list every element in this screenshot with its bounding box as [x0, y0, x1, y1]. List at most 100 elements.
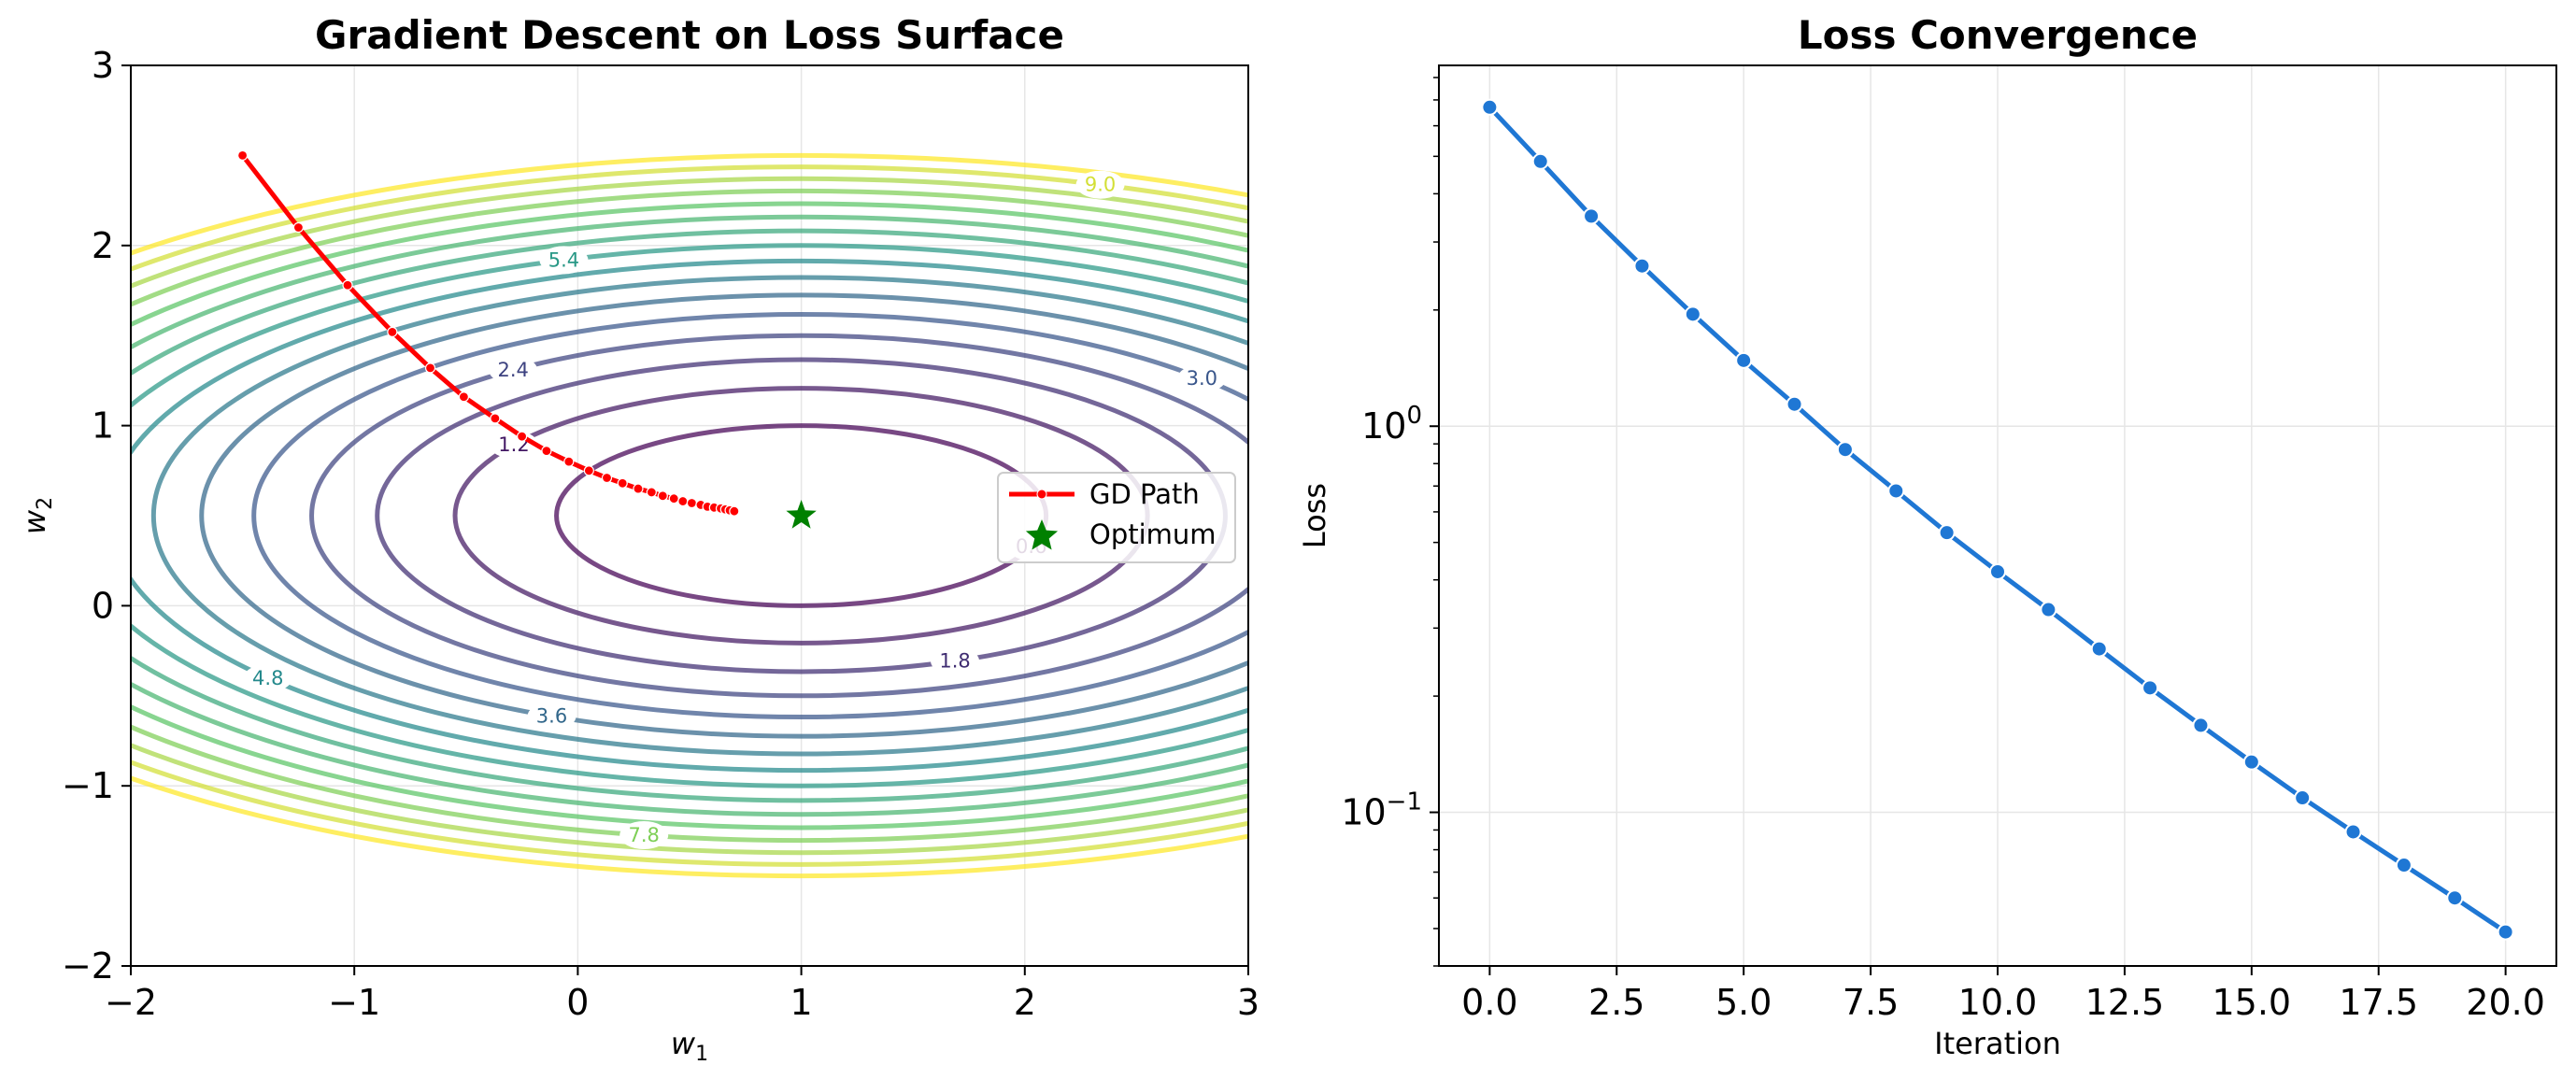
loss-point	[1989, 562, 2006, 580]
contour-x-tick-label: 2	[1014, 982, 1036, 1023]
loss-series	[1481, 98, 2514, 941]
contour-series	[237, 149, 817, 529]
gd-path-point	[490, 413, 501, 424]
contour-level-label: 3.6	[536, 705, 567, 728]
contour-line	[131, 176, 1248, 856]
contour-chart: Gradient Descent on Loss Surface 0.61.21…	[0, 12, 1517, 1066]
contour-line	[251, 312, 1248, 719]
contour-level-label: 2.4	[497, 359, 528, 381]
legend-optimum-marker	[1025, 519, 1059, 550]
contour-level-label: 9.0	[1085, 174, 1116, 196]
contour-label-gap	[527, 702, 576, 731]
contour-title: Gradient Descent on Loss Surface	[315, 12, 1064, 58]
contour-line	[309, 333, 1248, 699]
optimum-marker	[786, 500, 817, 529]
loss-point	[2446, 889, 2464, 907]
gd-path-point	[563, 456, 575, 467]
loss-point	[2242, 753, 2260, 771]
contour-level-label: 5.4	[548, 248, 579, 271]
contour-level-label: 7.2	[0, 415, 5, 437]
loss-point	[1735, 351, 1753, 369]
gd-path-point	[342, 279, 353, 291]
contour-y-axis-label: w2	[17, 497, 57, 534]
gd-path-point	[617, 477, 628, 489]
legend-optimum-label: Optimum	[1089, 518, 1217, 550]
gd-path-point	[583, 465, 594, 476]
contour-line	[131, 201, 1248, 831]
legend-gd-path-marker	[1036, 489, 1047, 500]
loss-x-axis-label: Iteration	[1934, 1026, 2061, 1061]
loss-point	[2395, 857, 2412, 874]
contour-line	[151, 275, 1248, 757]
contour-line	[131, 228, 1248, 803]
contour-y-tick-label: 2	[92, 225, 114, 266]
loss-point	[1481, 98, 1499, 116]
loss-point	[2040, 601, 2057, 618]
gd-path-point	[292, 221, 304, 234]
gd-path-point	[424, 362, 436, 374]
contour-label-gap	[1416, 662, 1464, 690]
contour-level-label: 8.4	[80, 290, 111, 312]
loss-point	[2344, 823, 2362, 841]
contour-y-tick-label: 0	[92, 585, 114, 626]
contour-level-label: 3.0	[1187, 367, 1217, 390]
loss-point	[1531, 152, 1549, 170]
contour-x-tick-label: −1	[328, 982, 380, 1023]
loss-x-tick-label: 0.0	[1461, 982, 1517, 1023]
loss-x-tick-label: 15.0	[2213, 982, 2292, 1023]
contour-label-gap	[243, 663, 292, 692]
contour-label-gap	[1075, 170, 1125, 199]
contour-y-tick-label: −2	[62, 945, 114, 987]
contour-label-gap	[619, 821, 669, 850]
loss-point	[1633, 257, 1651, 275]
contour-level-label: 1.8	[939, 650, 970, 673]
contour-line	[131, 153, 1248, 878]
contour-label-gap	[489, 356, 538, 385]
contour-x-tick-label: 3	[1237, 982, 1260, 1023]
loss-x-tick-label: 7.5	[1843, 982, 1899, 1023]
contour-label-gap	[1469, 346, 1517, 374]
gd-path-point	[729, 505, 740, 517]
gd-path-point	[646, 487, 657, 498]
contour-level-label: 7.8	[628, 824, 659, 846]
contour-line	[131, 214, 1248, 817]
contour-x-tick-label: 1	[790, 982, 813, 1023]
gd-path-point	[633, 483, 644, 494]
contour-axes-ticks: −2 −1 0 1 2 3 −2 −1 0 1 2 3	[62, 45, 1260, 1023]
loss-x-tick-label: 2.5	[1588, 982, 1644, 1023]
gd-path-point	[657, 490, 668, 502]
contour-y-tick-label: −1	[62, 765, 114, 806]
loss-point	[1786, 395, 1803, 413]
loss-y-tick-label: 100	[1361, 402, 1422, 447]
loss-point	[1684, 305, 1701, 323]
loss-grid	[1439, 65, 2556, 966]
loss-axes-ticks: 0.0 2.5 5.0 7.5 10.0 12.5 15.0 17.5 20.0 100 10−1	[1341, 77, 2545, 1023]
contour-line	[131, 164, 1248, 867]
loss-chart: Loss Convergence 0.0 2.5 5.0 7.5 10.0 12.5 15.…	[1297, 12, 2557, 1061]
contour-lines	[131, 153, 1248, 878]
gd-path-point	[237, 149, 249, 161]
loss-y-axis-label: Loss	[1297, 483, 1332, 548]
gd-path-point	[677, 495, 689, 507]
contour-line	[131, 258, 1248, 774]
contour-label-gap	[539, 246, 589, 275]
loss-x-tick-label: 5.0	[1715, 982, 1772, 1023]
gd-path-point	[516, 431, 528, 442]
contour-y-tick-label: 3	[92, 45, 114, 86]
loss-x-tick-label: 20.0	[2466, 982, 2545, 1023]
contour-level-label: 6.0	[1425, 665, 1456, 688]
contour-x-tick-label: 0	[566, 982, 589, 1023]
loss-point	[1887, 482, 1905, 500]
contour-label-gap	[931, 646, 980, 675]
contour-label-gap	[0, 412, 13, 440]
contour-level-label: 4.8	[252, 667, 283, 689]
contour-line	[131, 189, 1248, 843]
loss-point	[1836, 441, 1854, 459]
gd-path-point	[387, 326, 398, 337]
gd-path-point	[601, 472, 613, 484]
contour-label-gap	[1177, 364, 1227, 393]
gd-path-point	[541, 445, 552, 457]
loss-point	[2497, 923, 2514, 941]
contour-label-gap	[71, 287, 120, 315]
loss-point	[2294, 789, 2312, 807]
